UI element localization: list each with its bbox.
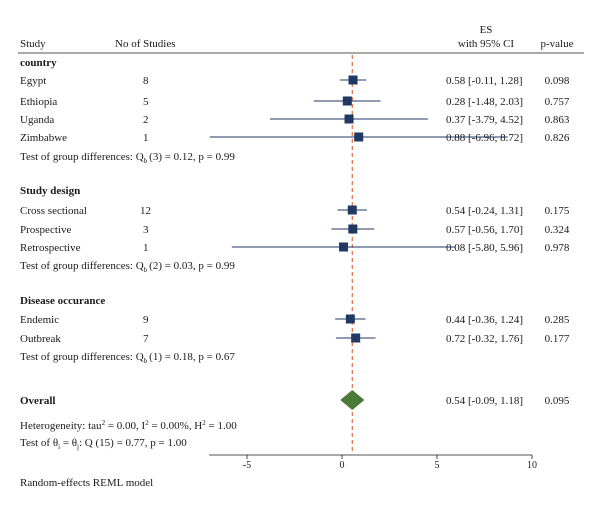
- row-n-studies: 8: [143, 75, 149, 87]
- x-axis-tick-label: 0: [340, 460, 345, 471]
- row-n-studies: 3: [143, 224, 149, 236]
- overall-label: Overall: [20, 395, 55, 407]
- effect-size-marker: [339, 242, 349, 252]
- header-ci: with 95% CI: [458, 38, 515, 50]
- row-es-ci: 0.58 [-0.11, 1.28]: [446, 75, 523, 87]
- row-n-studies: 1: [143, 132, 149, 144]
- effect-size-marker: [348, 75, 358, 85]
- row-es-ci: 0.88 [-6.96, 8.72]: [446, 132, 523, 144]
- row-label: Zimbabwe: [20, 132, 67, 144]
- row-es-ci: 0.54 [-0.24, 1.31]: [446, 205, 523, 217]
- row-es-ci: 0.57 [-0.56, 1.70]: [446, 224, 523, 236]
- x-axis-tick-label: -5: [243, 460, 251, 471]
- effect-size-marker: [348, 224, 358, 234]
- header-n-studies: No of Studies: [115, 38, 176, 50]
- group-heading-disease-occurance: Disease occurance: [20, 295, 105, 307]
- row-label: Egypt: [20, 75, 46, 87]
- effect-size-marker: [347, 205, 357, 215]
- x-axis-tick-label: 5: [435, 460, 440, 471]
- row-pvalue: 0.098: [545, 75, 570, 87]
- effect-size-marker: [345, 314, 355, 324]
- row-label: Retrospective: [20, 242, 81, 254]
- row-pvalue: 0.285: [545, 314, 570, 326]
- row-n-studies: 12: [140, 205, 151, 217]
- effect-size-marker: [354, 132, 364, 142]
- header-study: Study: [20, 38, 46, 50]
- overall-es-ci: 0.54 [-0.09, 1.18]: [446, 395, 523, 407]
- row-label: Ethiopia: [20, 96, 57, 108]
- effect-size-marker: [342, 96, 352, 106]
- row-pvalue: 0.863: [545, 114, 570, 126]
- row-n-studies: 1: [143, 242, 149, 254]
- effect-size-marker: [344, 114, 354, 124]
- row-n-studies: 9: [143, 314, 149, 326]
- row-es-ci: 0.72 [-0.32, 1.76]: [446, 333, 523, 345]
- model-footnote: Random-effects REML model: [20, 477, 153, 489]
- x-axis-tick-label: 10: [527, 460, 537, 471]
- row-label: Cross sectional: [20, 205, 87, 217]
- effect-size-marker: [351, 333, 361, 343]
- row-pvalue: 0.177: [545, 333, 570, 345]
- row-label: Uganda: [20, 114, 54, 126]
- group-heading-country: country: [20, 57, 57, 69]
- group-test-study-design: Test of group differences: Qb (2) = 0.03,…: [20, 260, 235, 274]
- row-pvalue: 0.826: [545, 132, 570, 144]
- overall-effect-diamond: [340, 390, 365, 410]
- row-label: Prospective: [20, 224, 71, 236]
- row-n-studies: 5: [143, 96, 149, 108]
- header-pvalue: p-value: [541, 38, 574, 50]
- row-es-ci: 0.44 [-0.36, 1.24]: [446, 314, 523, 326]
- heterogeneity-stats: Heterogeneity: tau2 = 0.00, I2 = 0.00%, …: [20, 419, 237, 432]
- overall-pvalue: 0.095: [545, 395, 570, 407]
- row-label: Outbreak: [20, 333, 61, 345]
- row-pvalue: 0.324: [545, 224, 570, 236]
- header-es: ES: [480, 24, 493, 36]
- row-pvalue: 0.175: [545, 205, 570, 217]
- row-es-ci: 0.37 [-3.79, 4.52]: [446, 114, 523, 126]
- row-label: Endemic: [20, 314, 59, 326]
- group-test-disease-occurance: Test of group differences: Qb (1) = 0.18,…: [20, 351, 235, 365]
- row-pvalue: 0.757: [545, 96, 570, 108]
- row-n-studies: 7: [143, 333, 149, 345]
- row-es-ci: 0.28 [-1.48, 2.03]: [446, 96, 523, 108]
- row-pvalue: 0.978: [545, 242, 570, 254]
- row-n-studies: 2: [143, 114, 149, 126]
- homogeneity-test: Test of θi = θj: Q (15) = 0.77, p = 1.00: [20, 437, 187, 451]
- row-es-ci: 0.08 [-5.80, 5.96]: [446, 242, 523, 254]
- group-heading-study-design: Study design: [20, 185, 80, 197]
- group-test-country: Test of group differences: Qb (3) = 0.12,…: [20, 151, 235, 165]
- plot-area: -5 0 5 10: [209, 55, 537, 471]
